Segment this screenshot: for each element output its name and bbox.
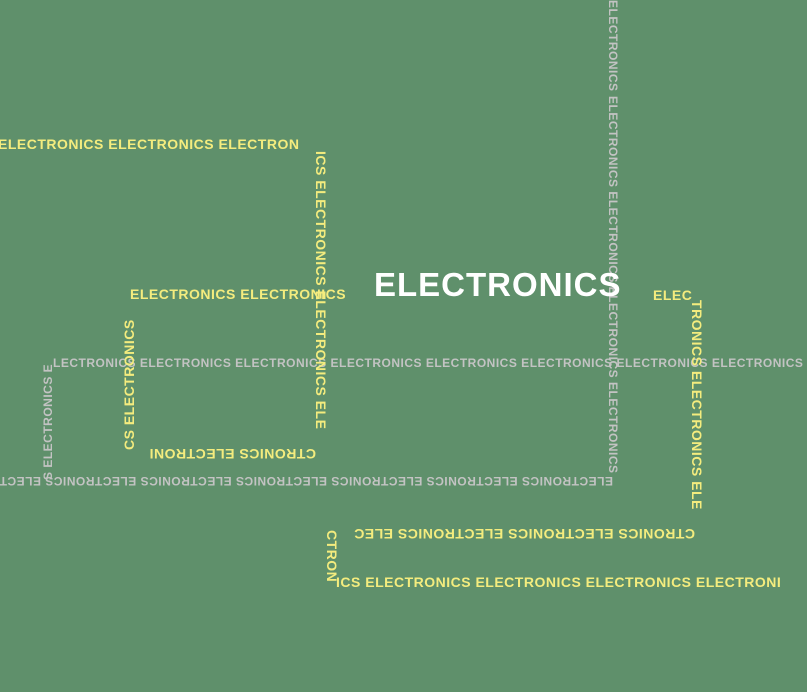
yellow-path-bottom-horizontal: ICS ELECTRONICS ELECTRONICS ELECTRONICS … xyxy=(336,574,782,590)
gray-path-bottom-flipped: ELECTRONICS ELECTRONICS ELECTRONICS ELEC… xyxy=(0,474,613,488)
yellow-path-top-horizontal: ELECTRONICS ELECTRONICS ELECTRON xyxy=(0,136,300,152)
yellow-path-right-vertical: TRONICS ELECTRONICS ELE xyxy=(689,300,705,510)
gray-path-top-vertical: ELECTRONICS xyxy=(606,0,620,92)
yellow-path-left-bottom-flipped: CTRONICS ELECTRONI xyxy=(149,446,316,462)
yellow-path-left-vertical: CS ELECTRONICS xyxy=(121,319,137,450)
gray-path-horizontal: LECTRONICS ELECTRONICS ELECTRONICS ELECT… xyxy=(53,356,804,370)
yellow-path-mid-horizontal: ELECTRONICS ELECTRONICS xyxy=(130,286,347,302)
gray-path-left-vertical: S ELECTRONICS E xyxy=(41,363,55,480)
yellow-path-bottom-flipped: CTRONICS ELECTRONICS ELECTRONICS ELEC xyxy=(353,526,695,542)
yellow-path-right-short: ELEC xyxy=(653,287,693,303)
center-word: ELECTRONICS xyxy=(374,266,622,303)
